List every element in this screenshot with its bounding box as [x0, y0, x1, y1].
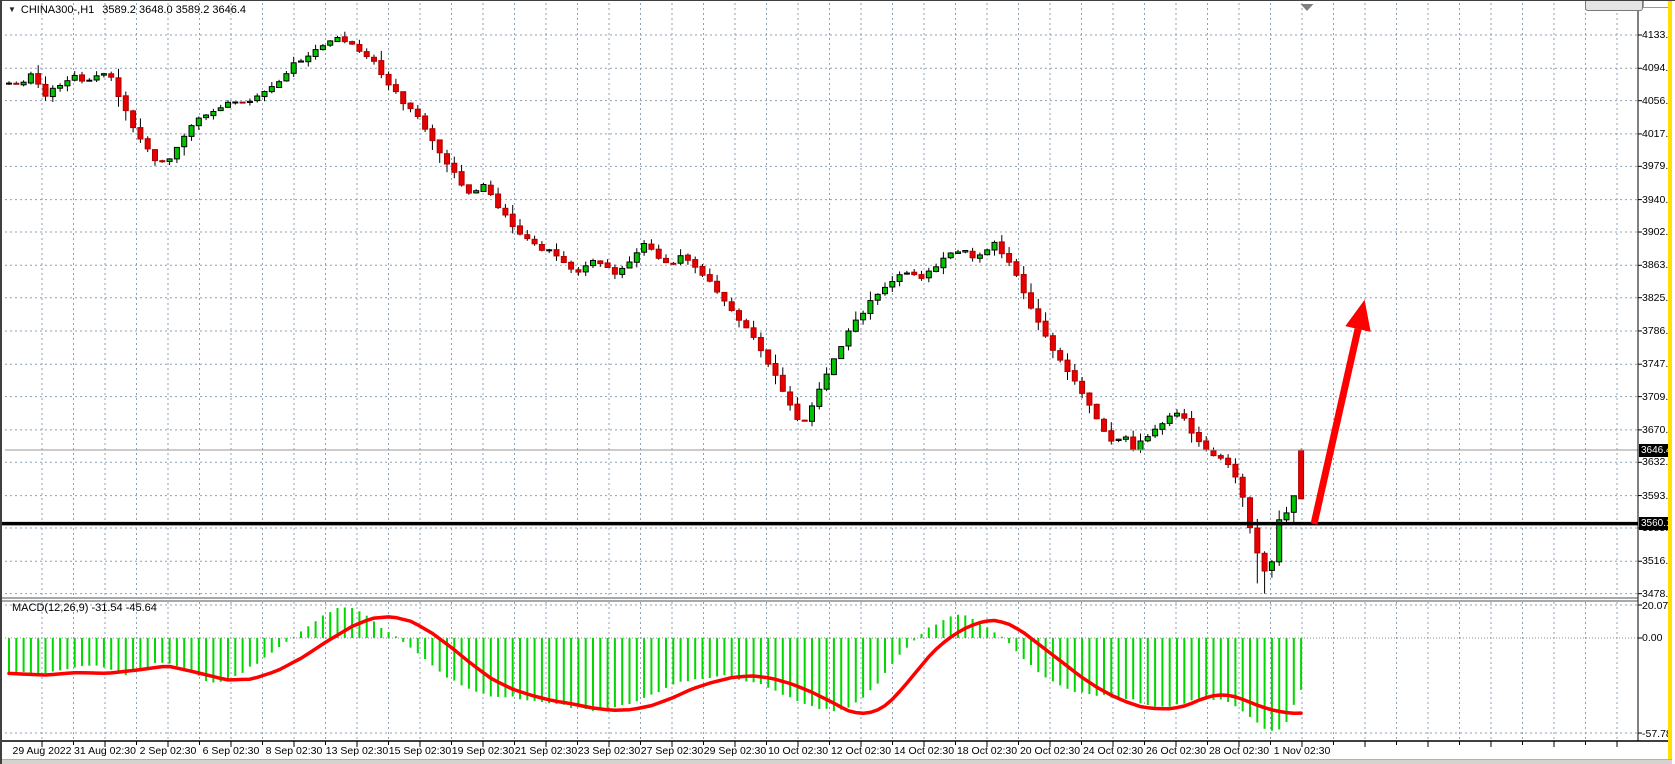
grid [5, 3, 1638, 740]
time-axis-label: 29 Aug 2022 [12, 745, 72, 757]
current-price-badge: 3646.4 [1639, 444, 1675, 457]
price-axis-label: 3747.0 [1642, 358, 1675, 370]
time-axis-label: 26 Oct 02:30 [1145, 745, 1207, 757]
macd-axis-label-min: -57.78 [1642, 728, 1672, 740]
price-axis-label: 4017.0 [1642, 128, 1675, 140]
ohlc-readout: 3589.2 3648.0 3589.2 3646.4 [102, 4, 247, 16]
time-axis-label: 8 Sep 02:30 [265, 745, 323, 757]
price-axis-label: 3940.0 [1642, 194, 1675, 206]
candles [6, 31, 1305, 594]
time-axis-label: 19 Sep 02:30 [451, 745, 515, 757]
time-axis-label: 23 Sep 02:30 [577, 745, 641, 757]
horizontal-scrollbar[interactable] [2, 759, 1675, 764]
hline-price-badge: 3560.1 [1639, 517, 1675, 530]
price-axis-label: 3786.0 [1642, 325, 1675, 337]
chart-shift-marker-icon[interactable] [1300, 4, 1314, 11]
price-axis-label: 3670.0 [1642, 424, 1675, 436]
macd-axis-label-zero: 0.00 [1642, 632, 1663, 644]
trend-arrow-shaft[interactable] [1310, 328, 1362, 525]
time-axis-label: 1 Nov 02:30 [1273, 745, 1331, 757]
price-axis-label: 3632.0 [1642, 456, 1675, 468]
time-axis-label: 24 Oct 02:30 [1082, 745, 1144, 757]
price-axis-label: 3863.0 [1642, 259, 1675, 271]
price-axis-label: 4056.0 [1642, 95, 1675, 107]
time-axis-label: 18 Oct 02:30 [956, 745, 1018, 757]
price-axis-label: 4094.0 [1642, 62, 1675, 74]
trend-arrow-head[interactable] [1345, 299, 1371, 332]
price-axis-label: 3593.0 [1642, 490, 1675, 502]
symbol-dropdown-icon[interactable]: ▼ [8, 5, 16, 14]
window-edge-highlight [1668, 1, 1672, 759]
time-axis-label: 10 Oct 02:30 [767, 745, 829, 757]
price-axis-label: 3478.0 [1642, 588, 1675, 600]
time-axis-label: 28 Oct 02:30 [1208, 745, 1270, 757]
time-axis-label: 2 Sep 02:30 [139, 745, 197, 757]
price-axis-label: 3825.0 [1642, 292, 1675, 304]
floating-toolbar-tab[interactable] [1643, 1, 1669, 8]
price-axis-label: 3516.0 [1642, 555, 1675, 567]
axis-ticks [41, 34, 1642, 747]
time-axis-label: 29 Sep 02:30 [703, 745, 767, 757]
time-axis-label: 15 Sep 02:30 [388, 745, 452, 757]
price-axis-label: 3709.0 [1642, 391, 1675, 403]
time-axis-label: 12 Oct 02:30 [830, 745, 892, 757]
macd-histogram [8, 607, 1303, 731]
time-axis-label: 21 Sep 02:30 [514, 745, 578, 757]
price-axis-label: 3902.0 [1642, 226, 1675, 238]
time-axis-label: 27 Sep 02:30 [640, 745, 704, 757]
macd-signal-line [7, 615, 1303, 716]
time-axis-label: 6 Sep 02:30 [202, 745, 260, 757]
time-axis-label: 14 Oct 02:30 [893, 745, 955, 757]
right-gutter [1672, 1, 1675, 764]
macd-indicator-label: MACD(12,26,9) -31.54 -45.64 [12, 602, 157, 614]
time-axis-label: 13 Sep 02:30 [325, 745, 389, 757]
price-axis-label: 4133.0 [1642, 29, 1675, 41]
price-axis-label: 3979.0 [1642, 160, 1675, 172]
symbol-timeframe-label: CHINA300-,H1 [20, 4, 95, 16]
macd-axis-label-max: 20.07 [1642, 600, 1669, 612]
time-axis-label: 31 Aug 02:30 [74, 745, 136, 757]
floating-toolbar-button[interactable] [1585, 1, 1643, 11]
chart-title-bar: ▼ CHINA300-,H1 3589.2 3648.0 3589.2 3646.4 [8, 4, 246, 16]
time-axis-label: 20 Oct 02:30 [1019, 745, 1081, 757]
